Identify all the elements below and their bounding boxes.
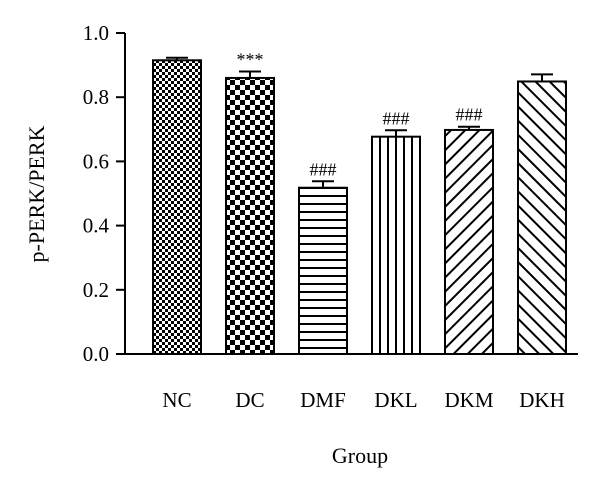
- significance-label-dkl: ###: [383, 108, 410, 128]
- y-tick-label: 0.6: [83, 149, 109, 173]
- bar-dkl: [371, 135, 421, 355]
- x-tick-label-dc: DC: [235, 388, 264, 412]
- significance-label-dmf: ###: [310, 159, 337, 179]
- y-tick-label: 1.0: [83, 21, 109, 45]
- y-axis-ticks: 0.0 0.2 0.4 0.6 0.8 1.0: [83, 21, 125, 366]
- x-tick-label-dmf: DMF: [300, 388, 346, 412]
- x-tick-label-dkl: DKL: [374, 388, 417, 412]
- x-tick-label-dkm: DKM: [444, 388, 493, 412]
- bar-nc: [152, 59, 202, 355]
- x-tick-label-dkh: DKH: [519, 388, 565, 412]
- bar-dc: [225, 76, 275, 355]
- y-tick-label: 0.2: [83, 278, 109, 302]
- y-axis-title: p-PERK/PERK: [24, 125, 49, 262]
- x-tick-label-nc: NC: [162, 388, 191, 412]
- x-axis-title: Group: [332, 443, 388, 468]
- y-tick-label: 0.4: [83, 214, 110, 238]
- y-tick-label: 0.0: [83, 342, 109, 366]
- significance-label-dkm: ###: [456, 105, 483, 125]
- bar-dkh: [517, 80, 567, 355]
- x-axis-labels: NC DC DMF DKL DKM DKH: [162, 388, 564, 412]
- significance-label-dc: ***: [237, 50, 264, 70]
- bar-dkm: [444, 128, 494, 355]
- bars-group: *** ### ### ###: [152, 50, 567, 355]
- y-tick-label: 0.8: [83, 85, 109, 109]
- bar-dmf: [298, 186, 348, 355]
